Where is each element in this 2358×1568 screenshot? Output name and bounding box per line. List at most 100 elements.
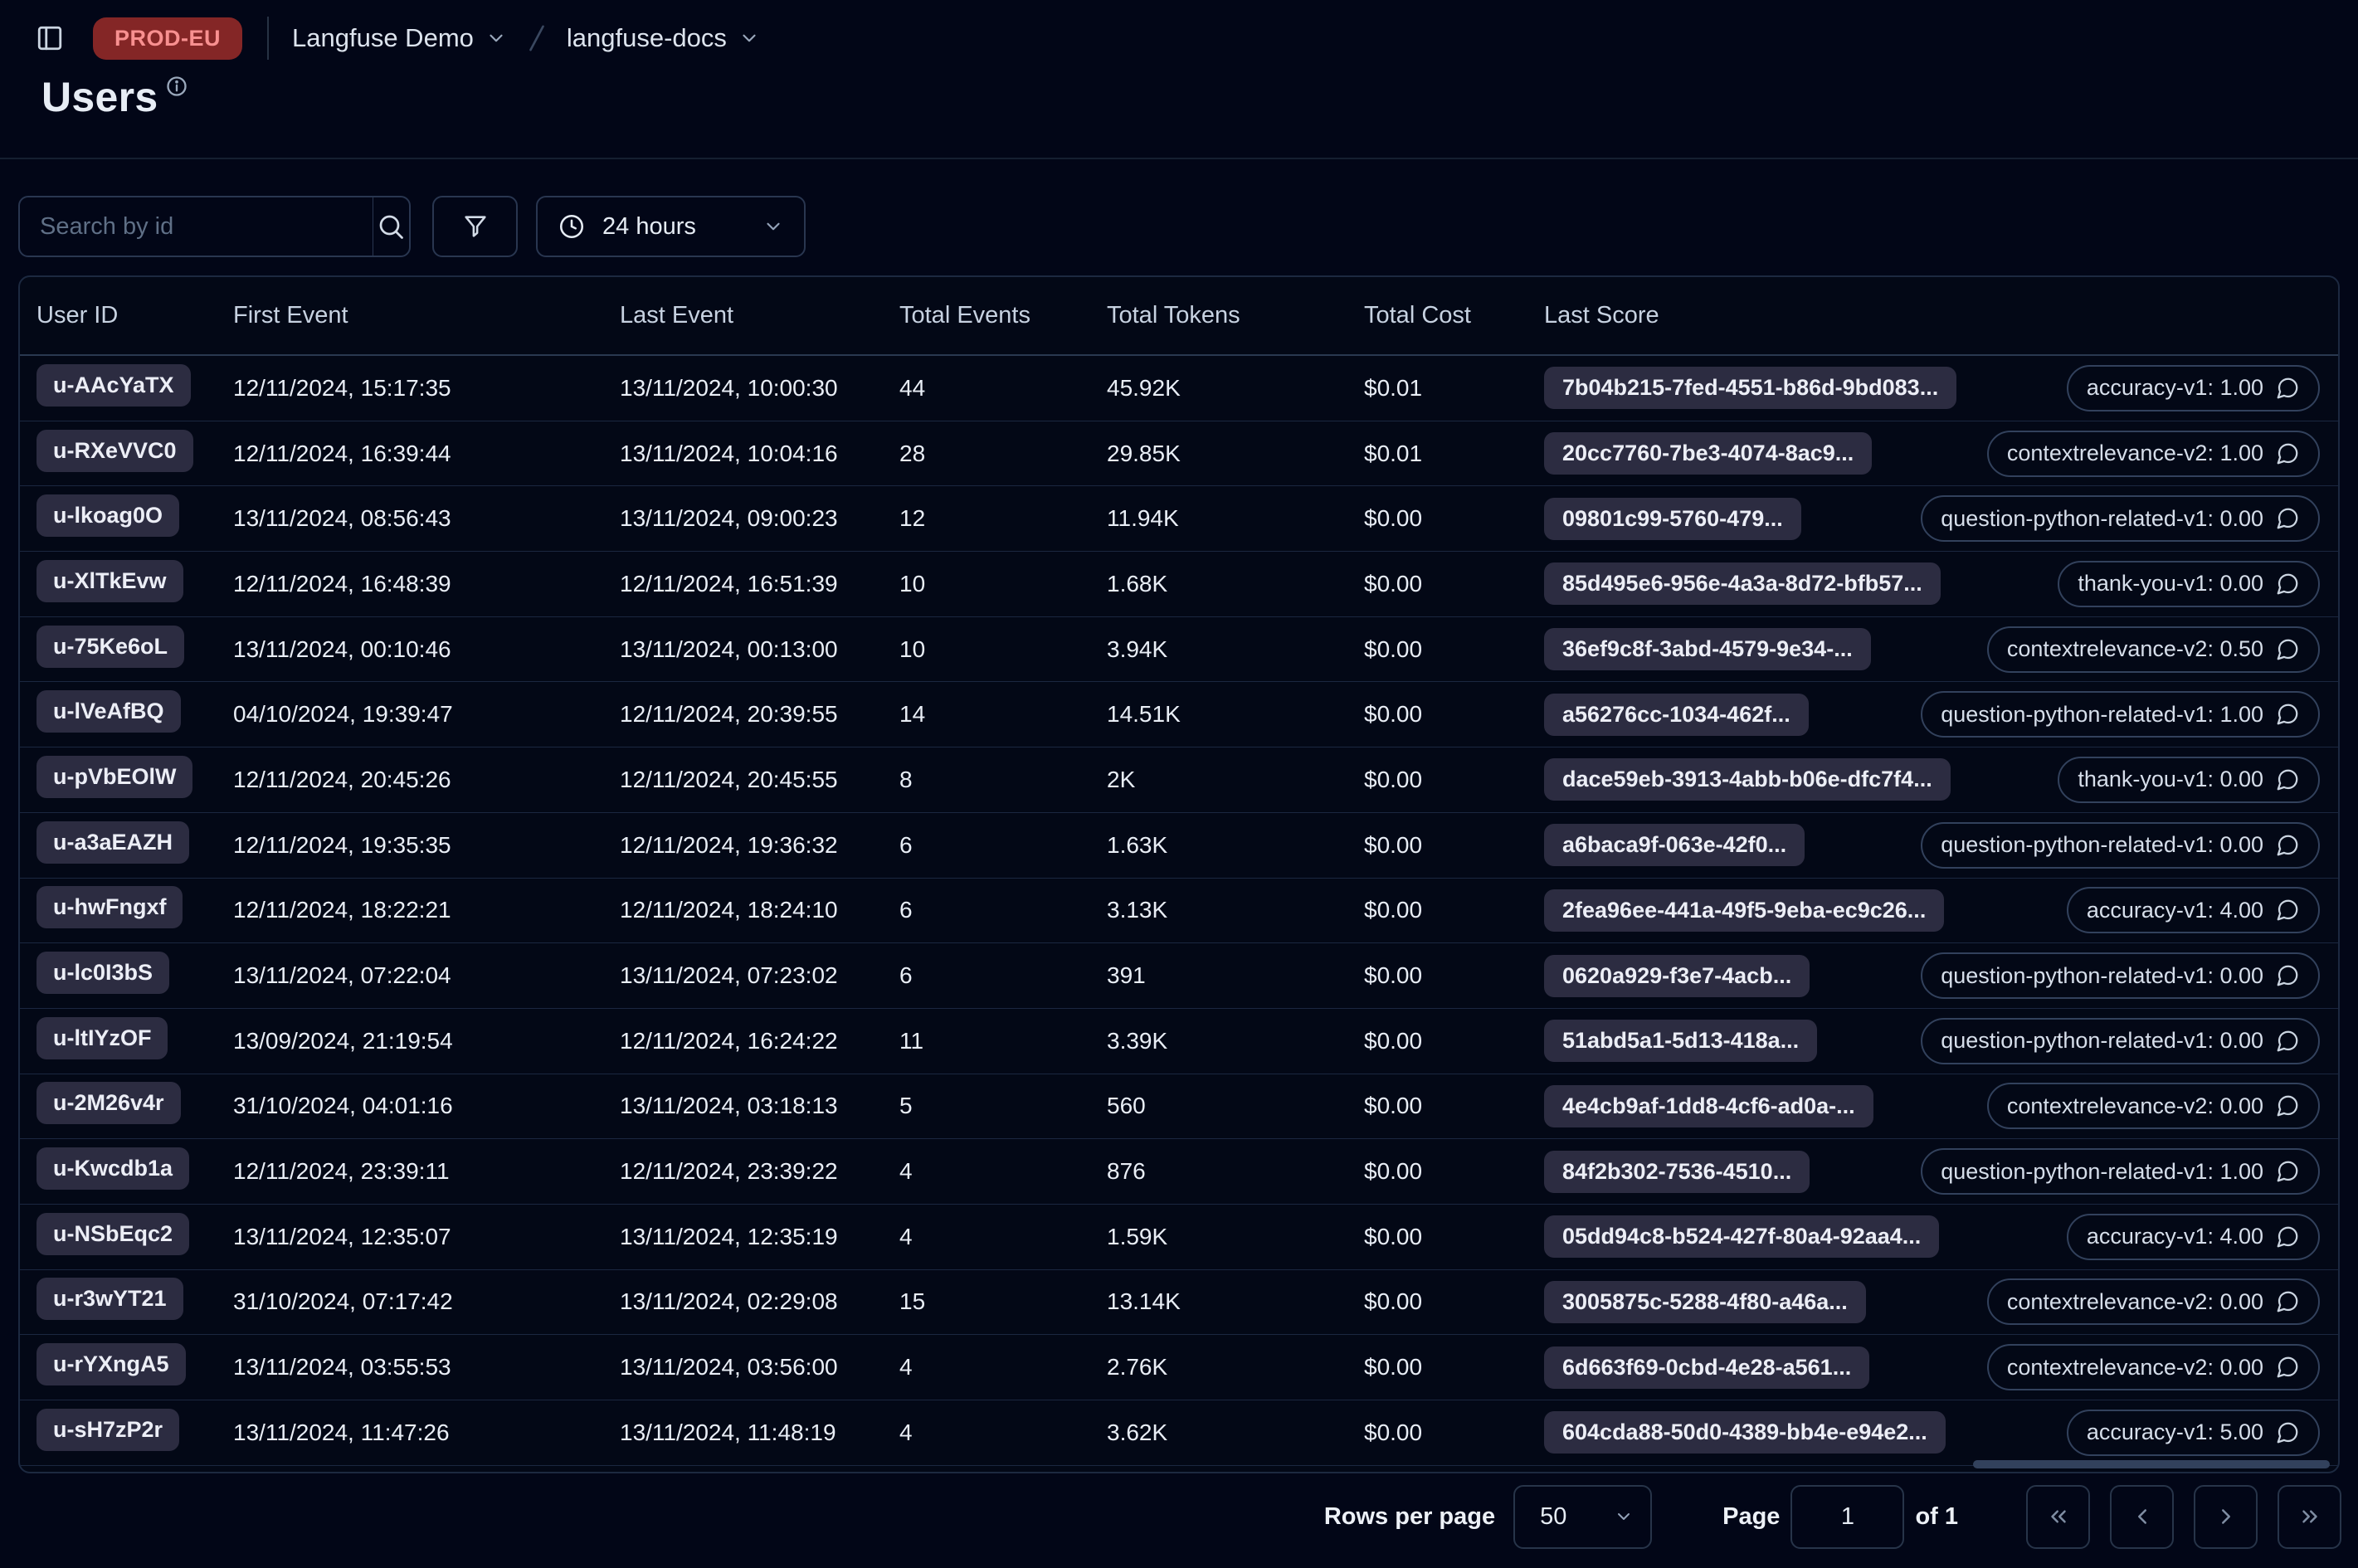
score-value-pill[interactable]: contextrelevance-v2: 0.50	[1986, 626, 2320, 673]
column-header-last-score[interactable]: Last Score	[1544, 302, 1659, 329]
table-row[interactable]: u-sH7zP2r 13/11/2024, 11:47:26 13/11/202…	[20, 1400, 2338, 1466]
table-row[interactable]: u-2M26v4r 31/10/2024, 04:01:16 13/11/202…	[20, 1074, 2338, 1140]
table-row[interactable]: u-ltIYzOF 13/09/2024, 21:19:54 12/11/202…	[20, 1009, 2338, 1074]
sidebar-toggle-button[interactable]	[28, 17, 71, 60]
breadcrumb-org[interactable]: Langfuse Demo	[292, 23, 507, 53]
score-id-chip[interactable]: 09801c99-5760-479...	[1544, 497, 1801, 540]
info-icon[interactable]	[165, 75, 188, 98]
score-value-pill[interactable]: accuracy-v1: 1.00	[2066, 364, 2320, 411]
user-id-chip[interactable]: u-75Ke6oL	[37, 625, 185, 668]
column-header-total-events[interactable]: Total Events	[899, 302, 1030, 329]
user-id-chip[interactable]: u-lkoag0O	[37, 494, 180, 538]
score-value-pill[interactable]: contextrelevance-v2: 1.00	[1986, 430, 2320, 477]
filter-button[interactable]	[432, 196, 518, 257]
table-row[interactable]: u-hwFngxf 12/11/2024, 18:22:21 12/11/202…	[20, 879, 2338, 944]
score-id-chip[interactable]: 6d663f69-0cbd-4e28-a561...	[1544, 1346, 1870, 1389]
pager-buttons	[2026, 1484, 2341, 1549]
score-value-pill[interactable]: accuracy-v1: 4.00	[2066, 887, 2320, 934]
page-number-input[interactable]	[1790, 1484, 1905, 1549]
previous-page-button[interactable]	[2110, 1484, 2174, 1549]
table-row[interactable]: u-pVbEOlW 12/11/2024, 20:45:26 12/11/202…	[20, 747, 2338, 813]
score-id-chip[interactable]: a56276cc-1034-462f...	[1544, 693, 1809, 736]
user-id-chip[interactable]: u-pVbEOlW	[37, 755, 193, 798]
score-value-pill[interactable]: question-python-related-v1: 1.00	[1921, 691, 2320, 738]
score-id-chip[interactable]: 84f2b302-7536-4510...	[1544, 1150, 1810, 1193]
score-value-pill[interactable]: contextrelevance-v2: 0.00	[1986, 1344, 2320, 1391]
score-id-chip[interactable]: 7b04b215-7fed-4551-b86d-9bd083...	[1544, 367, 1957, 410]
table-row[interactable]: u-XlTkEvw 12/11/2024, 16:48:39 12/11/202…	[20, 552, 2338, 617]
user-id-chip[interactable]: u-lc0I3bS	[37, 952, 170, 995]
total-events-cell: 28	[899, 440, 926, 466]
table-row[interactable]: u-NSbEqc2 13/11/2024, 12:35:07 13/11/202…	[20, 1205, 2338, 1270]
total-tokens-cell: 1.63K	[1107, 831, 1168, 858]
score-value-pill[interactable]: contextrelevance-v2: 0.00	[1986, 1083, 2320, 1130]
first-event-cell: 12/11/2024, 19:35:35	[233, 831, 451, 858]
user-id-chip[interactable]: u-Kwcdb1a	[37, 1147, 190, 1191]
score-id-chip[interactable]: 0620a929-f3e7-4acb...	[1544, 954, 1810, 997]
breadcrumb-project[interactable]: langfuse-docs	[567, 23, 760, 53]
column-header-first-event[interactable]: First Event	[233, 302, 348, 329]
score-value-pill[interactable]: accuracy-v1: 5.00	[2066, 1409, 2320, 1456]
total-cost-cell: $0.00	[1364, 505, 1423, 532]
column-header-user-id[interactable]: User ID	[37, 302, 119, 329]
user-id-chip[interactable]: u-RXeVVC0	[37, 429, 193, 472]
table-row[interactable]: u-r3wYT21 31/10/2024, 07:17:42 13/11/202…	[20, 1270, 2338, 1336]
score-id-chip[interactable]: 20cc7760-7be3-4074-8ac9...	[1544, 432, 1873, 475]
user-id-chip[interactable]: u-AAcYaTX	[37, 363, 191, 407]
column-header-last-event[interactable]: Last Event	[620, 302, 734, 329]
score-id-chip[interactable]: a6baca9f-063e-42f0...	[1544, 824, 1805, 867]
table-row[interactable]: u-Kwcdb1a 12/11/2024, 23:39:11 12/11/202…	[20, 1139, 2338, 1205]
table-row[interactable]: u-75Ke6oL 13/11/2024, 00:10:46 13/11/202…	[20, 617, 2338, 683]
score-id-chip[interactable]: 85d495e6-956e-4a3a-8d72-bfb57...	[1544, 562, 1941, 606]
table-row[interactable]: u-lVeAfBQ 04/10/2024, 19:39:47 12/11/202…	[20, 682, 2338, 748]
score-id-chip[interactable]: 36ef9c8f-3abd-4579-9e34-...	[1544, 628, 1871, 671]
score-value-pill[interactable]: question-python-related-v1: 0.00	[1921, 495, 2320, 543]
score-id-chip[interactable]: 3005875c-5288-4f80-a46a...	[1544, 1280, 1866, 1323]
user-id-chip[interactable]: u-2M26v4r	[37, 1082, 181, 1125]
last-page-button[interactable]	[2278, 1484, 2341, 1549]
environment-badge[interactable]: PROD-EU	[93, 17, 243, 60]
rows-per-page-select[interactable]: 50	[1513, 1484, 1653, 1549]
table-row[interactable]: u-a3aEAZH 12/11/2024, 19:35:35 12/11/202…	[20, 813, 2338, 879]
user-id-chip[interactable]: u-ltIYzOF	[37, 1016, 168, 1059]
score-id-chip[interactable]: 604cda88-50d0-4389-bb4e-e94e2...	[1544, 1411, 1946, 1454]
user-id-chip[interactable]: u-lVeAfBQ	[37, 690, 181, 733]
score-id-chip[interactable]: 05dd94c8-b524-427f-80a4-92aa4...	[1544, 1215, 1940, 1259]
table-row[interactable]: u-AAcYaTX 12/11/2024, 15:17:35 13/11/202…	[20, 356, 2338, 421]
next-page-button[interactable]	[2194, 1484, 2258, 1549]
search-input[interactable]	[20, 212, 373, 241]
user-id-chip[interactable]: u-a3aEAZH	[37, 821, 190, 864]
score-value-pill[interactable]: question-python-related-v1: 0.00	[1921, 821, 2320, 869]
user-id-chip[interactable]: u-rYXngA5	[37, 1343, 186, 1386]
total-cost-cell: $0.00	[1364, 701, 1423, 728]
column-header-total-cost[interactable]: Total Cost	[1364, 302, 1471, 329]
score-id-chip[interactable]: 51abd5a1-5d13-418a...	[1544, 1020, 1818, 1063]
score-value-pill[interactable]: question-python-related-v1: 1.00	[1921, 1148, 2320, 1195]
score-value-pill[interactable]: contextrelevance-v2: 0.00	[1986, 1278, 2320, 1326]
column-header-total-tokens[interactable]: Total Tokens	[1107, 302, 1240, 329]
user-id-chip[interactable]: u-r3wYT21	[37, 1278, 183, 1321]
total-tokens-cell: 3.94K	[1107, 635, 1168, 662]
last-score-cell: 4e4cb9af-1dd8-4cf6-ad0a-... contextrelev…	[1544, 1083, 2338, 1130]
table-row[interactable]: u-RXeVVC0 12/11/2024, 16:39:44 13/11/202…	[20, 421, 2338, 487]
score-value-pill[interactable]: question-python-related-v1: 0.00	[1921, 952, 2320, 1000]
score-value-pill[interactable]: thank-you-v1: 0.00	[2058, 756, 2320, 803]
table-row[interactable]: u-rYXngA5 13/11/2024, 03:55:53 13/11/202…	[20, 1335, 2338, 1400]
score-value-pill[interactable]: question-python-related-v1: 0.00	[1921, 1017, 2320, 1064]
search-submit[interactable]	[373, 212, 409, 241]
score-id-chip[interactable]: 4e4cb9af-1dd8-4cf6-ad0a-...	[1544, 1084, 1873, 1127]
user-id-chip[interactable]: u-NSbEqc2	[37, 1212, 190, 1255]
score-id-chip[interactable]: dace59eb-3913-4abb-b06e-dfc7f4...	[1544, 758, 1951, 801]
score-id-chip[interactable]: 2fea96ee-441a-49f5-9eba-ec9c26...	[1544, 889, 1945, 932]
score-value-pill[interactable]: accuracy-v1: 4.00	[2066, 1213, 2320, 1260]
table-row[interactable]: u-lc0I3bS 13/11/2024, 07:22:04 13/11/202…	[20, 943, 2338, 1009]
horizontal-scrollbar[interactable]	[1973, 1460, 2330, 1468]
user-id-chip[interactable]: u-hwFngxf	[37, 886, 183, 929]
time-range-select[interactable]: 24 hours	[536, 196, 806, 257]
user-id-chip[interactable]: u-sH7zP2r	[37, 1408, 180, 1451]
score-value-pill[interactable]: thank-you-v1: 0.00	[2058, 560, 2320, 607]
table-row[interactable]: u-lkoag0O 13/11/2024, 08:56:43 13/11/202…	[20, 486, 2338, 553]
first-page-button[interactable]	[2026, 1484, 2090, 1549]
user-id-chip[interactable]: u-XlTkEvw	[37, 559, 183, 602]
time-range-value: 24 hours	[602, 212, 696, 240]
